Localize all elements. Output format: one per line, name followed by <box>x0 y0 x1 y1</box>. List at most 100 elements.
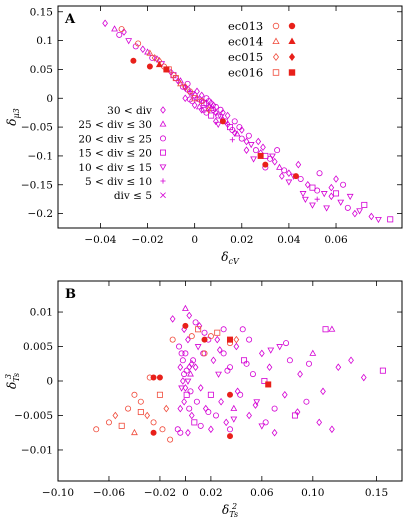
data-point <box>186 96 193 103</box>
legend-div-label: 10 < div ≤ 15 <box>78 162 152 174</box>
data-point <box>146 49 154 56</box>
data-point <box>125 405 132 412</box>
y-tick-label: 0.1 <box>36 35 53 47</box>
data-point <box>297 175 304 182</box>
data-point <box>187 370 194 377</box>
data-point <box>179 357 186 364</box>
data-point <box>182 384 189 392</box>
panel-b: −0.10 −0.06 −0.02 0 0.02 0.06 0.10 0.15 0.01 0.00… <box>4 280 403 519</box>
data-point <box>217 114 224 121</box>
y-tick-label: 0.15 <box>30 6 53 18</box>
data-point <box>219 118 226 125</box>
data-point <box>271 428 278 437</box>
data-point <box>322 326 329 333</box>
data-point <box>246 336 253 343</box>
data-point <box>213 117 219 126</box>
data-point <box>174 426 181 433</box>
data-point <box>179 83 186 90</box>
data-point <box>208 112 215 119</box>
data-point <box>208 99 214 107</box>
data-point <box>111 25 118 32</box>
data-point <box>131 391 138 398</box>
data-point <box>274 147 281 154</box>
x-tick-label: −0.02 <box>144 487 176 499</box>
data-point <box>131 428 138 436</box>
data-point <box>212 412 219 419</box>
data-point <box>247 142 255 149</box>
legend-ec-filled-marker <box>288 52 296 62</box>
data-point <box>212 103 219 110</box>
data-point <box>215 371 222 378</box>
x-tick-label: 0 <box>191 234 198 246</box>
legend-ec-label: ec016 <box>228 66 263 80</box>
x-axis-label: δTs2 <box>222 502 238 519</box>
data-point <box>181 397 187 406</box>
data-point <box>177 77 184 84</box>
data-point <box>301 196 309 203</box>
data-point <box>201 329 208 336</box>
data-point <box>218 397 224 406</box>
data-point <box>309 202 316 209</box>
data-point <box>208 425 214 434</box>
x-tick-label: 0.02 <box>230 234 253 246</box>
data-point <box>243 137 250 146</box>
data-point <box>214 329 221 336</box>
data-point <box>246 411 252 420</box>
plot-frame <box>57 280 403 482</box>
data-point <box>150 374 157 381</box>
data-point <box>333 175 339 183</box>
data-point <box>233 335 240 344</box>
x-tick-label: −0.10 <box>42 487 74 499</box>
data-point <box>146 63 153 70</box>
x-tick-label: 0 <box>182 487 189 499</box>
data-point <box>361 201 368 208</box>
legend-div-label: 25 < div ≤ 30 <box>78 119 152 131</box>
data-point <box>172 75 179 82</box>
data-point <box>177 80 184 87</box>
data-point <box>188 333 195 340</box>
data-point <box>121 28 127 36</box>
data-point <box>387 216 394 223</box>
data-point <box>139 45 146 54</box>
data-point <box>207 391 214 398</box>
data-point <box>181 304 189 311</box>
data-point <box>352 209 358 218</box>
data-point <box>233 130 241 137</box>
data-point <box>314 187 321 194</box>
legend-div-marker <box>160 178 166 184</box>
x-tick-label: 0.04 <box>277 234 301 246</box>
data-point <box>214 335 221 344</box>
data-point <box>261 377 268 384</box>
data-point <box>320 191 328 198</box>
data-point <box>182 94 189 103</box>
data-point <box>156 374 163 381</box>
data-point <box>226 433 233 440</box>
data-point <box>230 404 238 411</box>
legend-div-label: 15 < div ≤ 20 <box>78 148 152 160</box>
y-tick-label: −0.05 <box>21 122 53 134</box>
data-point <box>186 311 193 320</box>
data-point <box>245 132 252 139</box>
data-point <box>207 333 214 340</box>
data-point <box>224 367 231 374</box>
legend-ec-open-marker <box>272 52 280 62</box>
data-point <box>368 212 375 221</box>
data-point <box>294 408 301 416</box>
data-point <box>297 370 303 378</box>
data-point <box>286 169 292 178</box>
data-point <box>243 360 250 367</box>
x-tick-label: 0.06 <box>250 487 274 499</box>
data-point <box>230 416 238 423</box>
data-point <box>226 426 233 433</box>
data-point <box>286 357 293 364</box>
legend-div-marker <box>160 106 166 114</box>
legend-ec-filled-marker <box>288 22 296 30</box>
data-point <box>257 152 264 159</box>
data-point <box>150 429 157 436</box>
y-tick-label: 0.05 <box>30 64 53 76</box>
y-tick-label: −0.1 <box>28 150 54 162</box>
data-point <box>337 199 345 206</box>
data-point <box>214 121 222 129</box>
data-point <box>118 422 125 429</box>
